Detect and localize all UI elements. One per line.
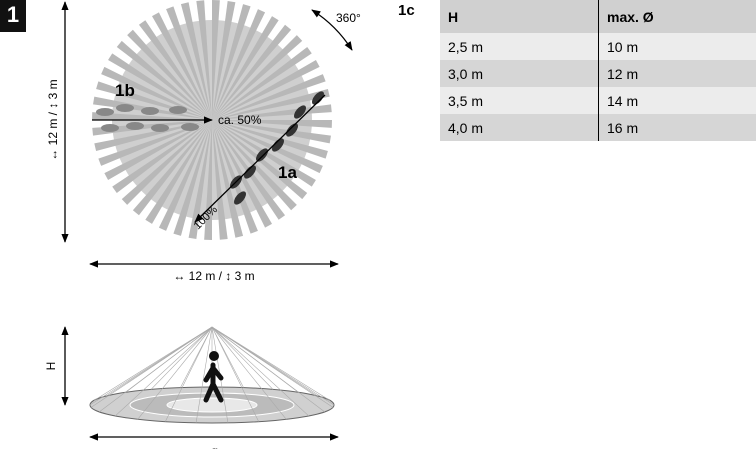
ray: [212, 120, 331, 144]
badge: 1: [7, 2, 19, 27]
cone-ray: [211, 326, 287, 420]
ray: [173, 120, 212, 236]
ray: [132, 120, 212, 216]
ray: [212, 120, 244, 238]
cone-ray: [137, 326, 213, 420]
rotation-label: 360°: [336, 11, 361, 25]
ray: [138, 20, 212, 120]
ray: [212, 35, 303, 120]
ray: [212, 120, 228, 240]
ray: [108, 53, 212, 120]
footprints-radial: [230, 91, 324, 205]
ray: [212, 120, 328, 159]
cone-ray: [195, 326, 213, 423]
ray: [212, 16, 279, 121]
cone-ray: [106, 326, 213, 397]
table-cell: 14 m: [598, 87, 756, 114]
ray: [188, 120, 212, 239]
cone-ray: [211, 326, 274, 390]
table-row: 3,5 m 14 m: [440, 87, 756, 114]
cone-ray: [125, 326, 213, 393]
badge-box: [0, 0, 26, 32]
cone-ray: [211, 326, 325, 413]
cone-ray: [93, 326, 213, 401]
horizontal-dimension-label: ↔ 12 m / ↕ 3 m: [173, 269, 254, 283]
ray: [196, 0, 212, 121]
side-cone: [89, 326, 335, 424]
ray: [212, 1, 236, 120]
table-row: 2,5 m 10 m: [440, 33, 756, 60]
table-cell: 3,5 m: [440, 87, 599, 114]
ray: [112, 120, 212, 194]
ray: [104, 120, 212, 180]
tangential-reach: ca. 50%: [218, 113, 262, 127]
table-cell: H: [440, 0, 599, 33]
ray: [212, 4, 251, 121]
height-label: H: [44, 362, 58, 371]
ray: [212, 88, 330, 120]
ray: [212, 120, 297, 211]
table-cell: 10 m: [598, 33, 756, 60]
table-label: 1c: [398, 2, 415, 19]
zone-1b: 1b: [115, 81, 135, 100]
ray: [212, 120, 272, 228]
cone-ray: [211, 326, 334, 408]
ray: [152, 12, 212, 120]
cone-ray: [211, 326, 335, 406]
ray: [212, 120, 323, 174]
table-cell: 2,5 m: [440, 33, 599, 60]
person: [203, 351, 224, 403]
ray: [158, 120, 212, 231]
ray: [212, 0, 220, 120]
ray: [101, 66, 212, 120]
ray: [204, 120, 212, 240]
vertical-dimension-label: ↔ 12 m / ↕ 3 m: [46, 79, 60, 160]
diameter-label: ø: [210, 444, 218, 449]
cone-ray: [180, 326, 213, 388]
ray: [212, 9, 266, 121]
ray: [145, 120, 212, 224]
zone-1a: 1a: [278, 163, 297, 182]
table-row: 4,0 m 16 m: [440, 114, 756, 141]
cone-ray: [115, 326, 213, 417]
rotation-arrow: [311, 9, 353, 51]
ray: [212, 60, 320, 120]
ray: [166, 6, 212, 120]
table-cell: max. Ø: [598, 0, 756, 33]
ray: [121, 120, 212, 205]
ray: [212, 120, 332, 128]
table-cell: 16 m: [598, 114, 756, 141]
ray: [212, 46, 312, 121]
ray: [212, 74, 326, 120]
table-cell: 4,0 m: [440, 114, 599, 141]
diagram: 1 360° 1b ca. 50% 1a 100% ↔ 12 m / ↕ 3 m…: [0, 0, 361, 449]
cone-ray: [211, 326, 309, 417]
ray: [212, 24, 292, 120]
cone-ray: [211, 326, 259, 422]
ray: [180, 2, 212, 121]
ray: [212, 120, 258, 234]
cone-ray: [150, 326, 213, 390]
ray: [127, 29, 212, 121]
ray: [98, 120, 212, 166]
table-cell: 3,0 m: [440, 60, 599, 87]
ray: [92, 112, 212, 120]
cone-ray: [165, 326, 213, 422]
ray: [116, 40, 212, 120]
detection-rays: [92, 0, 332, 240]
table-row: 3,0 m 12 m: [440, 60, 756, 87]
footprints-tangential: [96, 104, 199, 132]
radial-arrow: [194, 94, 326, 223]
table-cell: 12 m: [598, 60, 756, 87]
